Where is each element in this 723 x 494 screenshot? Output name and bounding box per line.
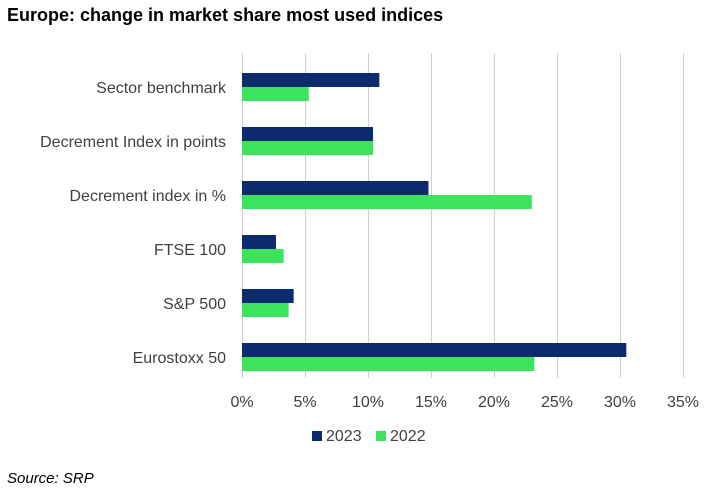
bar-2022 <box>242 249 284 263</box>
bar-2023 <box>242 181 429 195</box>
x-tick-label: 0% <box>230 394 253 411</box>
y-category-label: S&P 500 <box>163 296 226 313</box>
legend-swatch-2023 <box>312 431 322 441</box>
x-tick-label: 30% <box>604 394 636 411</box>
y-category-label: FTSE 100 <box>154 242 226 259</box>
y-category-label: Decrement Index in points <box>40 134 226 151</box>
x-tick-label: 5% <box>293 394 316 411</box>
bar-2022 <box>242 141 374 155</box>
x-tick-label: 15% <box>415 394 447 411</box>
legend-swatch-2022 <box>376 431 386 441</box>
y-category-label: Eurostoxx 50 <box>133 350 226 367</box>
y-category-label: Sector benchmark <box>96 80 227 97</box>
legend-label-2022: 2022 <box>390 428 426 445</box>
x-tick-label: 35% <box>667 394 699 411</box>
bar-2023 <box>242 235 277 249</box>
chart-title: Europe: change in market share most used… <box>7 5 444 25</box>
bar-2023 <box>242 127 374 141</box>
bar-2023 <box>242 73 380 87</box>
bar-2023 <box>242 289 294 303</box>
source-note: Source: SRP <box>7 470 94 487</box>
bar-2022 <box>242 87 309 101</box>
bar-2022 <box>242 195 532 209</box>
bar-2022 <box>242 357 535 371</box>
bar-2023 <box>242 343 627 357</box>
x-tick-label: 25% <box>541 394 573 411</box>
x-tick-label: 20% <box>478 394 510 411</box>
x-tick-label: 10% <box>352 394 384 411</box>
y-category-label: Decrement index in % <box>69 188 226 205</box>
legend-label-2023: 2023 <box>326 428 362 445</box>
bar-2022 <box>242 303 289 317</box>
